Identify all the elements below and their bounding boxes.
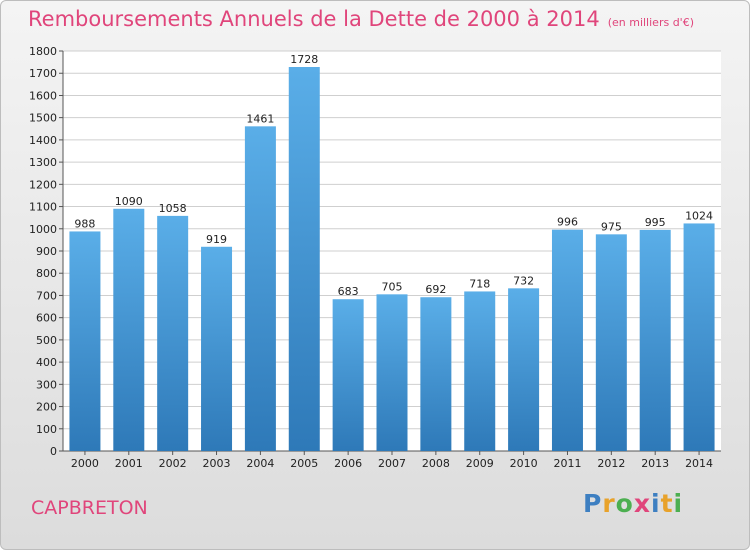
data-label: 705	[382, 280, 403, 293]
y-tick-label: 1300	[29, 156, 57, 169]
y-tick-label: 200	[36, 401, 57, 414]
x-tick-label: 2013	[641, 457, 669, 470]
bar	[639, 229, 671, 451]
bar	[464, 291, 496, 451]
bar	[69, 231, 101, 451]
data-label: 683	[338, 285, 359, 298]
bar	[113, 208, 145, 451]
x-tick-label: 2008	[422, 457, 450, 470]
x-tick-label: 2007	[378, 457, 406, 470]
bar	[508, 288, 540, 451]
data-label: 996	[557, 216, 578, 229]
data-label: 1461	[246, 112, 274, 125]
bar	[376, 294, 408, 451]
town-name: CAPBRETON	[31, 497, 148, 519]
logo-letter: x	[633, 489, 651, 518]
x-tick-label: 2010	[510, 457, 538, 470]
data-label: 1024	[685, 209, 713, 222]
bar	[157, 215, 189, 451]
bar	[420, 297, 452, 451]
x-tick-label: 2002	[159, 457, 187, 470]
x-tick-label: 2014	[685, 457, 713, 470]
y-tick-label: 0	[50, 445, 57, 458]
y-tick-label: 1700	[29, 67, 57, 80]
data-label: 692	[425, 283, 446, 296]
bar	[332, 299, 364, 451]
data-label: 988	[74, 217, 95, 230]
x-tick-label: 2004	[246, 457, 274, 470]
x-tick-label: 2000	[71, 457, 99, 470]
data-label: 919	[206, 233, 227, 246]
chart-subtitle: (en milliers d'€)	[607, 16, 694, 29]
logo-letter: i	[673, 489, 684, 518]
y-tick-label: 300	[36, 378, 57, 391]
bar	[244, 126, 276, 451]
bar	[551, 229, 583, 451]
x-tick-label: 2011	[553, 457, 581, 470]
data-label: 1728	[290, 53, 318, 66]
y-tick-label: 1200	[29, 178, 57, 191]
y-tick-label: 600	[36, 312, 57, 325]
bar	[288, 67, 320, 451]
y-tick-label: 1600	[29, 89, 57, 102]
data-label: 1058	[159, 202, 187, 215]
bar	[595, 234, 627, 451]
data-label: 732	[513, 274, 534, 287]
bar	[201, 246, 233, 451]
x-tick-label: 2006	[334, 457, 362, 470]
data-label: 1090	[115, 195, 143, 208]
proxiti-logo: Proxiti	[583, 489, 683, 518]
y-tick-label: 800	[36, 267, 57, 280]
chart-title: Remboursements Annuels de la Dette de 20…	[28, 7, 694, 31]
logo-letter: i	[651, 489, 661, 518]
x-tick-label: 2005	[290, 457, 318, 470]
logo-letter: t	[660, 489, 674, 518]
chart-title-text: Remboursements Annuels de la Dette de 20…	[28, 7, 600, 31]
y-tick-label: 1400	[29, 134, 57, 147]
logo-letter: P	[583, 489, 603, 518]
y-tick-label: 700	[36, 289, 57, 302]
x-tick-label: 2001	[115, 457, 143, 470]
y-tick-label: 900	[36, 245, 57, 258]
logo-letter: r	[602, 489, 616, 518]
y-tick-label: 400	[36, 356, 57, 369]
y-tick-label: 1100	[29, 201, 57, 214]
data-label: 975	[601, 220, 622, 233]
y-tick-label: 1000	[29, 223, 57, 236]
data-label: 995	[645, 216, 666, 229]
y-tick-label: 500	[36, 334, 57, 347]
x-tick-label: 2012	[597, 457, 625, 470]
y-tick-label: 1800	[29, 45, 57, 58]
bar	[683, 223, 715, 451]
logo-letter: o	[615, 489, 634, 518]
data-label: 718	[469, 277, 490, 290]
x-tick-label: 2003	[203, 457, 231, 470]
y-tick-label: 1500	[29, 112, 57, 125]
y-tick-label: 100	[36, 423, 57, 436]
x-tick-label: 2009	[466, 457, 494, 470]
